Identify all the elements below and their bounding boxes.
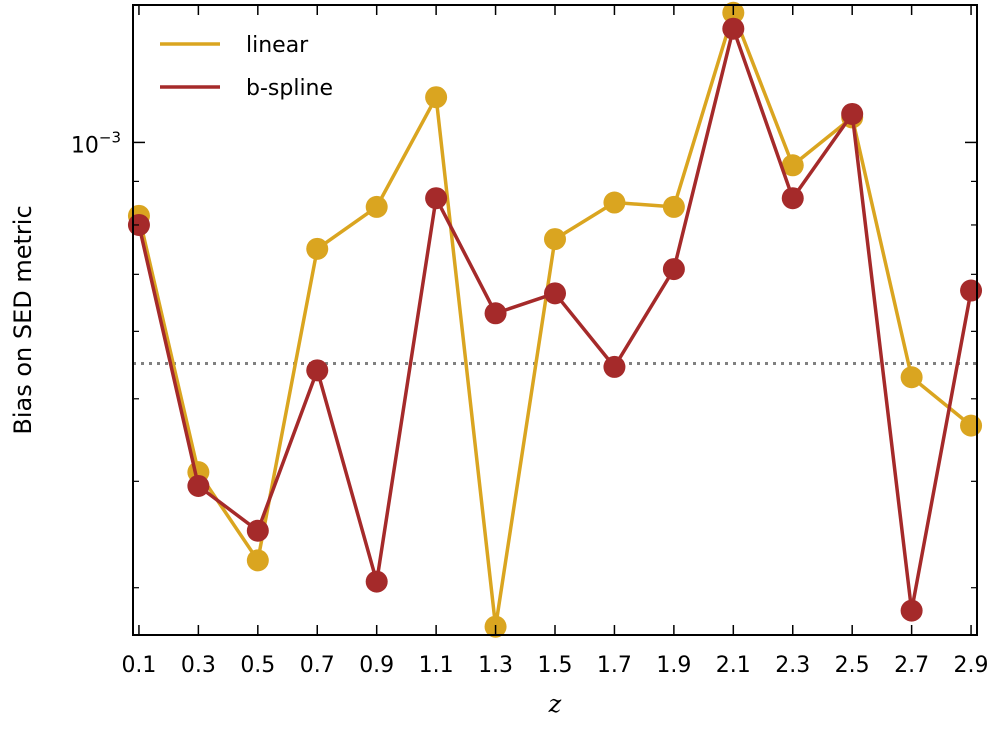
x-tick-label: 2.9 (954, 653, 989, 678)
data-point-linear (603, 191, 626, 214)
data-point-linear (900, 366, 923, 389)
y-axis-title: Bias on SED metric (9, 205, 37, 434)
data-point-linear (781, 154, 804, 177)
legend: linear b-spline (160, 33, 333, 101)
x-tick-label: 2.3 (775, 653, 810, 678)
y-tick-label: 10−3 (71, 128, 121, 159)
x-tick-label: 0.5 (240, 653, 275, 678)
x-axis-title: z (548, 690, 562, 718)
data-point-b-spline (246, 519, 269, 542)
data-point-linear (365, 195, 388, 218)
x-tick-label: 1.1 (419, 653, 454, 678)
data-point-linear (662, 195, 685, 218)
y-tick-base: 10 (71, 133, 99, 158)
x-tick-label: 2.1 (716, 653, 751, 678)
data-point-b-spline (187, 474, 210, 497)
data-point-b-spline (662, 258, 685, 281)
legend-label-linear: linear (246, 33, 309, 58)
data-point-linear (306, 237, 329, 260)
data-point-b-spline (425, 187, 448, 210)
plot-area (133, 5, 977, 635)
data-point-linear (425, 86, 448, 109)
data-point-b-spline (603, 355, 626, 378)
x-tick-label: 1.7 (597, 653, 632, 678)
y-tick-exponent: −3 (99, 128, 121, 146)
data-point-b-spline (781, 187, 804, 210)
x-tick-label: 0.9 (359, 653, 394, 678)
x-tick-label: 0.1 (121, 653, 156, 678)
data-point-b-spline (484, 302, 507, 325)
data-point-b-spline (365, 570, 388, 593)
x-tick-label: 1.9 (656, 653, 691, 678)
data-point-b-spline (960, 279, 983, 302)
x-tick-label: 2.5 (835, 653, 870, 678)
data-point-b-spline (544, 282, 566, 305)
data-point-b-spline (841, 102, 864, 125)
data-point-linear (960, 414, 983, 437)
x-tick-label: 0.7 (300, 653, 335, 678)
data-point-b-spline (722, 17, 745, 40)
x-tick-label: 1.3 (478, 653, 513, 678)
data-point-linear (246, 549, 269, 572)
legend-label-b-spline: b-spline (246, 76, 333, 101)
x-tick-label: 2.7 (894, 653, 929, 678)
x-tick-label: 1.5 (538, 653, 573, 678)
ticks-layer: 0.1 0.3 0.5 0.7 0.9 1.1 1.3 1.5 1.7 1.9 2.1 2.3 2.5 2… (121, 5, 989, 678)
x-tick-label: 0.3 (181, 653, 216, 678)
data-point-b-spline (306, 359, 329, 382)
data-point-b-spline (900, 599, 923, 622)
data-point-linear (544, 228, 566, 251)
